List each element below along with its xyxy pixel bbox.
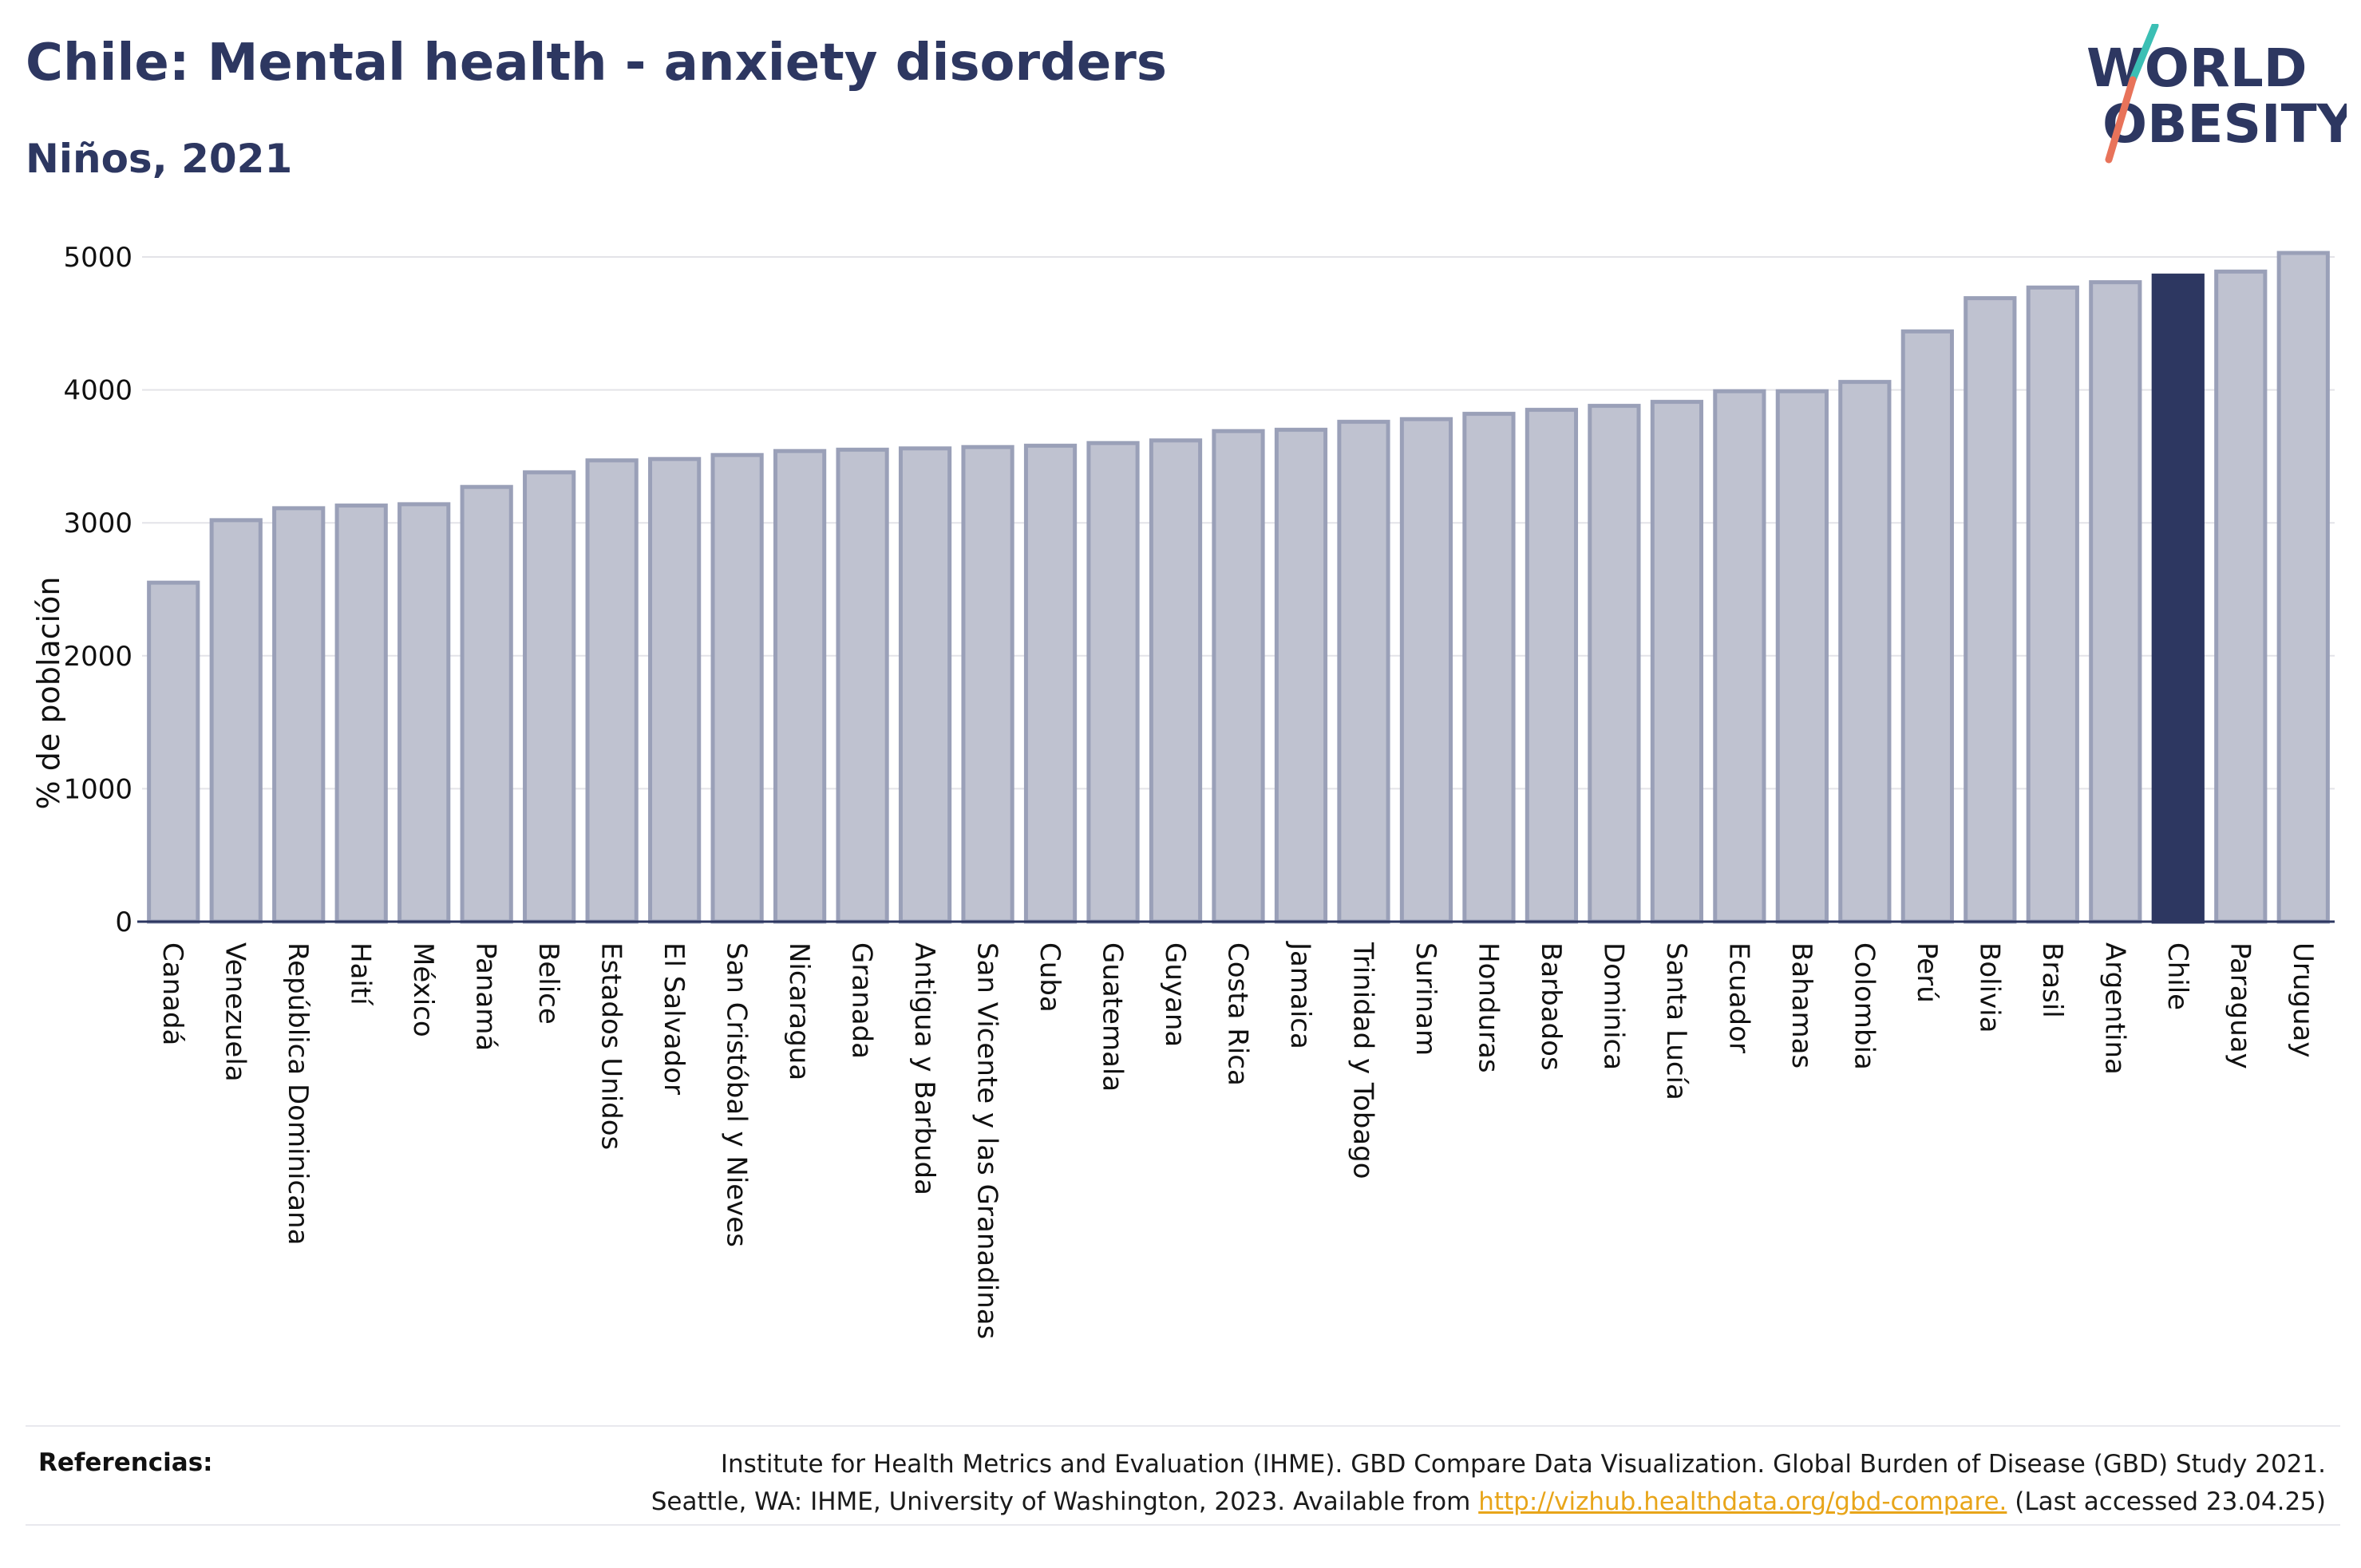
x-tick-label: Guyana [1159, 942, 1191, 1047]
x-tick-label: Ecuador [1722, 942, 1754, 1053]
x-tick-label: Jamaica [1284, 941, 1316, 1049]
references-label: Referencias: [38, 1448, 213, 1477]
bar-11[interactable] [836, 448, 889, 924]
references-line-2-suffix: (Last accessed 23.04.25) [2007, 1487, 2326, 1516]
x-tick-label: Canadá [156, 942, 188, 1045]
x-tick-label: Nicaragua [783, 942, 815, 1080]
x-tick-label: Cuba [1034, 942, 1066, 1013]
bar-24[interactable] [1650, 400, 1704, 924]
bar-6[interactable] [523, 470, 576, 924]
logo-slash-coral [2105, 76, 2137, 164]
x-tick-label: Belice [532, 942, 564, 1025]
x-tick-label: El Salvador [658, 942, 690, 1095]
x-tick-label: Haití [345, 942, 377, 1006]
references-line-2: Seattle, WA: IHME, University of Washing… [330, 1483, 2326, 1521]
bar-30[interactable] [2026, 285, 2079, 924]
y-tick-label: 2000 [63, 641, 132, 673]
x-tick-label: Paraguay [2224, 942, 2256, 1069]
chart-title: Chile: Mental health - anxiety disorders [26, 34, 1167, 93]
world-obesity-logo: WORLD OBESITY [2086, 24, 2347, 164]
x-tick-label: Venezuela [219, 942, 251, 1082]
logo-line-1: WORLD [2086, 38, 2308, 99]
x-tick-label: Bolivia [1973, 942, 2005, 1033]
x-tick-label: Estados Unidos [595, 942, 627, 1150]
bar-28[interactable] [1900, 329, 1954, 924]
x-tick-label: Panamá [470, 942, 502, 1051]
bar-13[interactable] [961, 444, 1014, 924]
x-tick-label: Costa Rica [1222, 942, 1254, 1086]
bar-17[interactable] [1212, 429, 1265, 924]
x-tick-label: Argentina [2098, 942, 2130, 1075]
bar-20[interactable] [1399, 417, 1453, 924]
bar-1[interactable] [209, 518, 263, 924]
logo-slash-teal [2129, 24, 2159, 84]
x-tick-label: Granada [846, 942, 878, 1059]
bar-5[interactable] [460, 484, 513, 924]
bar-3[interactable] [334, 504, 388, 924]
bar-8[interactable] [648, 456, 702, 924]
y-tick-label: 5000 [63, 242, 132, 274]
bar-7[interactable] [585, 458, 639, 924]
x-tick-label: Antigua y Barbuda [908, 942, 940, 1195]
references-line-1: Institute for Health Metrics and Evaluat… [720, 1450, 2326, 1479]
x-tick-label: Dominica [1597, 942, 1629, 1070]
x-tick-label: Chile [2161, 942, 2193, 1010]
bar-27[interactable] [1838, 380, 1892, 924]
bar-34[interactable] [2276, 251, 2330, 924]
x-tick-label: Brasil [2036, 942, 2068, 1018]
bar-9[interactable] [710, 452, 764, 924]
bar-12[interactable] [898, 446, 952, 924]
references-divider-top [26, 1425, 2340, 1427]
x-tick-label: Perú [1911, 942, 1943, 1003]
bar-21[interactable] [1462, 412, 1516, 924]
x-tick-label: Bahamas [1786, 942, 1817, 1068]
y-tick-label: 0 [115, 906, 132, 938]
y-tick-label: 4000 [63, 375, 132, 407]
bar-22[interactable] [1525, 408, 1579, 924]
bar-26[interactable] [1775, 389, 1829, 924]
bar-4[interactable] [397, 502, 451, 924]
x-tick-label: República Dominicana [282, 942, 314, 1245]
references-text: Institute for Health Metrics and Evaluat… [330, 1446, 2326, 1521]
x-tick-label: San Cristóbal y Nieves [721, 942, 753, 1247]
bar-18[interactable] [1274, 428, 1328, 924]
x-tick-label: Barbados [1535, 942, 1567, 1071]
x-tick-label: San Vicente y las Granadinas [971, 942, 1003, 1339]
bar-25[interactable] [1713, 389, 1766, 924]
bar-14[interactable] [1023, 444, 1078, 924]
logo-line-2: OBESITY [2102, 93, 2347, 155]
bar-29[interactable] [1964, 296, 2017, 924]
x-tick-label: Santa Lucía [1660, 942, 1692, 1100]
bar-31[interactable] [2089, 280, 2142, 924]
bar-15[interactable] [1086, 440, 1140, 924]
bar-10[interactable] [773, 448, 827, 924]
references-line-2-prefix: Seattle, WA: IHME, University of Washing… [651, 1487, 1479, 1516]
references-divider-bottom [26, 1524, 2340, 1526]
x-tick-label: Uruguay [2287, 942, 2319, 1058]
x-tick-label: Honduras [1472, 942, 1504, 1073]
bar-33[interactable] [2214, 269, 2268, 924]
x-tick-label: Trinidad y Tobago [1347, 942, 1378, 1179]
x-tick-label: Colombia [1848, 942, 1880, 1070]
bar-32[interactable] [2151, 273, 2205, 924]
bar-23[interactable] [1588, 404, 1641, 924]
x-tick-label: Surinam [1410, 942, 1442, 1056]
bar-2[interactable] [272, 506, 326, 924]
chart-subtitle: Niños, 2021 [26, 136, 293, 182]
bar-16[interactable] [1149, 438, 1203, 924]
y-axis-label: % de población [31, 577, 66, 810]
bar-0[interactable] [147, 580, 200, 924]
x-tick-label: México [407, 942, 439, 1037]
bar-19[interactable] [1337, 420, 1390, 924]
y-tick-label: 1000 [63, 773, 132, 805]
y-tick-label: 3000 [63, 508, 132, 539]
x-tick-label: Guatemala [1097, 942, 1129, 1092]
bar-chart: 0 1000 2000 3000 4000 5000 % de población Canad… [31, 242, 2335, 1339]
references-link[interactable]: http://vizhub.healthdata.org/gbd-compare… [1478, 1487, 2007, 1516]
